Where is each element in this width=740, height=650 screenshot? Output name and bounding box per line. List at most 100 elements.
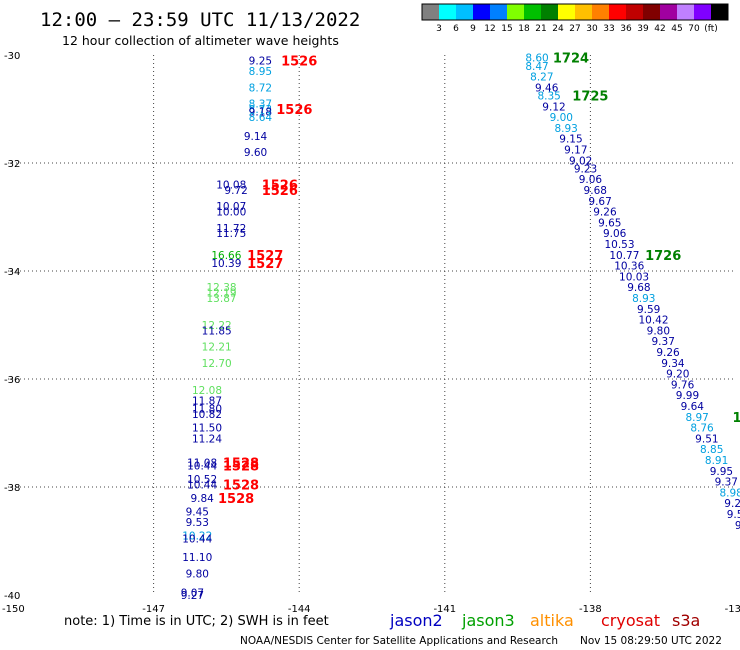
swh-point: 9.27 <box>181 590 204 602</box>
swh-point: 12.38 <box>207 282 237 294</box>
swh-point: 11.85 <box>202 325 232 337</box>
satellite-s3a: s3a <box>672 611 700 630</box>
swh-point: 9.25 <box>249 55 272 67</box>
colorbar-swatch <box>694 4 711 20</box>
swh-point: 9.14 <box>244 131 268 143</box>
y-axis: -30 -32 -34 -36 -38 -40 <box>4 51 20 602</box>
satellite-altika: altika <box>530 611 574 630</box>
colorbar-label: 21 <box>535 24 546 34</box>
swh-point: 9.15 <box>559 134 582 146</box>
colorbar-legend: 3 6 9 12 15 18 21 24 27 30 33 36 39 42 45 70 (ft) <box>421 3 729 34</box>
swh-point: 12.08 <box>192 385 222 397</box>
track-time-label: 1528 <box>223 478 259 493</box>
colorbar-label: 3 <box>436 24 442 34</box>
swh-point: 8.91 <box>705 455 728 467</box>
colorbar-swatch <box>575 4 592 20</box>
swh-point: 8.35 <box>537 91 560 103</box>
swh-point: 9.55 <box>727 509 740 521</box>
track-time-label: 1725 <box>572 90 608 105</box>
swh-point: 8.97 <box>685 412 708 424</box>
swh-point: 12.21 <box>202 342 232 354</box>
swh-point: 9.64 <box>681 401 705 413</box>
swh-point: 11.24 <box>192 433 222 445</box>
colorbar-swatch <box>507 4 524 20</box>
satellite-jason3: jason3 <box>461 611 515 630</box>
y-tick-label: -38 <box>4 483 20 494</box>
swh-point: 10.07 <box>216 201 246 213</box>
track-time-label: 1724 <box>553 52 589 67</box>
swh-point: 9.17 <box>564 145 587 157</box>
y-tick-label: -30 <box>4 51 20 62</box>
colorbar-swatch <box>626 4 643 20</box>
colorbar-swatch <box>677 4 694 20</box>
track-labels: 1526152615261526152715271528152815281528… <box>218 52 740 507</box>
footer-note: note: 1) Time is in UTC; 2) SWH is in fe… <box>64 614 329 629</box>
colorbar-label: 15 <box>501 24 512 34</box>
colorbar-swatch <box>524 4 541 20</box>
x-tick-label: -135 <box>725 604 740 615</box>
x-axis: -150 -147 -144 -141 -138 -135 <box>2 604 740 615</box>
swh-point: 16.66 <box>211 250 241 262</box>
colorbar-label: 27 <box>569 24 580 34</box>
swh-point: 9.53 <box>186 517 209 529</box>
swh-point: 10.44 <box>187 460 217 472</box>
track-time-label: 1526 <box>262 184 298 199</box>
swh-point: 9.20 <box>666 369 689 381</box>
swh-point: 10.03 <box>619 271 649 283</box>
swh-point: 12.19 <box>207 288 237 300</box>
swh-point: 10.44 <box>187 479 217 491</box>
colorbar-label: (ft) <box>704 24 718 34</box>
colorbar-swatch <box>541 4 558 20</box>
y-tick-label: -36 <box>4 375 20 386</box>
swh-point: 9.23 <box>574 163 597 175</box>
footer-timestamp: Nov 15 08:29:50 UTC 2022 <box>580 635 722 647</box>
swh-point: 9.02 <box>569 155 592 167</box>
colorbar-swatch <box>439 4 456 20</box>
colorbar-label: 12 <box>484 24 495 34</box>
track-time-label: 1727 <box>732 411 740 426</box>
swh-point: 9.68 <box>627 282 650 294</box>
swh-point: 10.77 <box>609 250 639 262</box>
swh-point: 9.4 <box>735 520 740 532</box>
satellite-legend: jason2 jason3 altika cryosat s3a <box>389 611 700 630</box>
swh-point: 10.52 <box>187 474 217 486</box>
swh-point: 11.87 <box>192 396 222 408</box>
swh-point: 8.60 <box>525 53 548 65</box>
x-tick-label: -138 <box>579 604 602 615</box>
colorbar-frame <box>421 3 729 21</box>
swh-point: 9.07 <box>181 587 204 599</box>
satellite-jason2: jason2 <box>389 611 443 630</box>
swh-point: 9.60 <box>244 147 267 159</box>
colorbar-swatch <box>660 4 677 20</box>
swh-point: 9.76 <box>671 379 695 391</box>
track-time-label: 1527 <box>247 257 283 272</box>
colorbar-swatch <box>456 4 473 20</box>
swh-point: 11.80 <box>192 404 222 416</box>
track-time-label: 1528 <box>223 457 259 472</box>
swh-point: 9.84 <box>190 493 214 505</box>
colorbar-label: 9 <box>470 24 476 34</box>
y-tick-label: -32 <box>4 159 20 170</box>
colorbar-label: 45 <box>671 24 682 34</box>
swh-point: 8.95 <box>249 66 272 78</box>
colorbar-label: 39 <box>637 24 649 34</box>
swh-point: 8.72 <box>249 82 272 94</box>
data-points: 9.258.95 8.72 8.378.739.188.64 9.14 9.60 10.0… <box>181 53 740 602</box>
swh-point: 9.80 <box>647 325 670 337</box>
swh-point: 10.53 <box>604 239 634 251</box>
footer-credit: NOAA/NESDIS Center for Satellite Applica… <box>240 635 558 647</box>
swh-point: 10.82 <box>192 409 222 421</box>
colorbar-swatch <box>592 4 609 20</box>
colorbar-label: 36 <box>620 24 632 34</box>
satellite-cryosat: cryosat <box>601 611 660 630</box>
y-tick-label: -34 <box>4 267 20 278</box>
swh-point: 9.06 <box>603 228 627 240</box>
swh-point: 8.93 <box>554 123 577 135</box>
swh-point: 11.72 <box>216 223 246 235</box>
track-time-label: 1528 <box>223 459 259 474</box>
chart-subtitle: 12 hour collection of altimeter wave hei… <box>62 33 339 48</box>
colorbar-swatch <box>558 4 575 20</box>
swh-point: 11.50 <box>192 423 222 435</box>
colorbar-label: 18 <box>518 24 530 34</box>
